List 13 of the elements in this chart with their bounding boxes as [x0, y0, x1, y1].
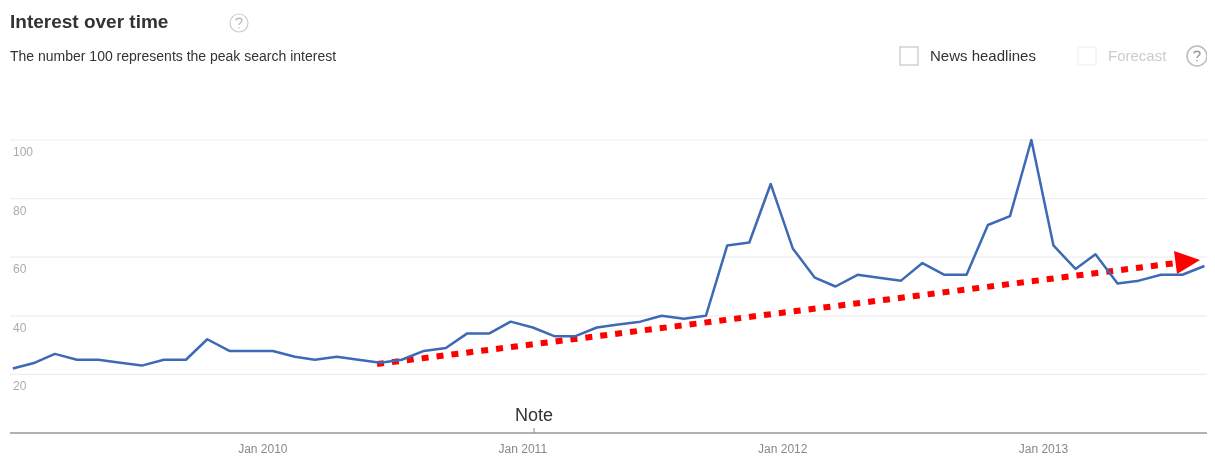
text: News headlines — [930, 47, 1036, 64]
y-tick-label: 20 — [13, 379, 27, 394]
chart-title: Interest over time — [10, 11, 169, 32]
x-tick-label: Jan 2012 — [758, 442, 808, 456]
y-tick-label: 60 — [13, 262, 27, 277]
chart-subtitle: The number 100 represents the peak search interest — [10, 48, 337, 64]
annotation: Note — [514, 405, 554, 425]
y-tick-label: 40 — [13, 320, 27, 335]
y-tick-label: 100 — [13, 145, 34, 159]
x-tick-label: Jan 2011 — [498, 442, 548, 456]
x-tick-label: Jan 2010 — [238, 442, 288, 456]
y-tick-label: 80 — [13, 203, 27, 218]
x-tick-label: Jan 2013 — [1018, 442, 1069, 456]
